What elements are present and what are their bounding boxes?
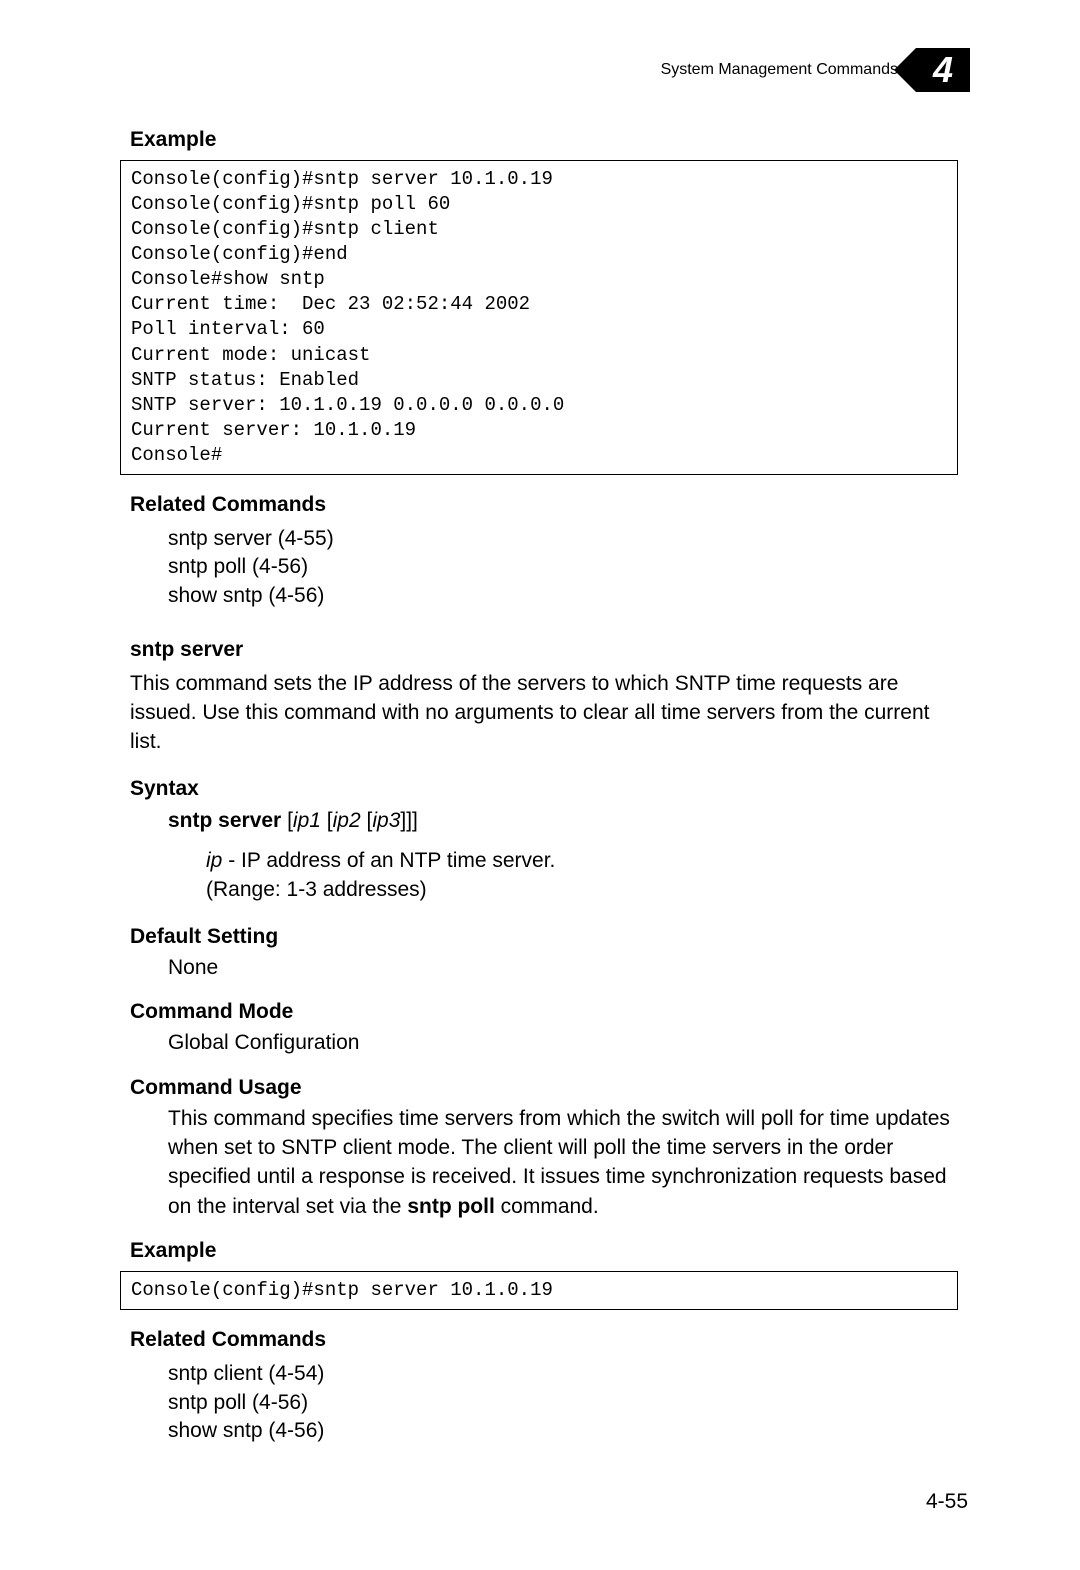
- related-list-2: sntp client (4-54) sntp poll (4-56) show…: [130, 1360, 958, 1445]
- page-content: Example Console(config)#sntp server 10.1…: [130, 128, 958, 1473]
- related-item: sntp server (4-55): [168, 525, 958, 553]
- chapter-badge: 4: [916, 48, 970, 92]
- syntax-arg: ip1: [293, 809, 321, 832]
- param-desc: - IP address of an NTP time server.: [222, 849, 555, 872]
- heading-related: Related Commands: [130, 493, 958, 517]
- usage-bold: sntp poll: [407, 1195, 495, 1218]
- heading-mode: Command Mode: [130, 1000, 958, 1024]
- default-section: Default Setting None: [130, 925, 958, 982]
- related-item: show sntp (4-56): [168, 582, 958, 610]
- heading-usage: Command Usage: [130, 1076, 958, 1100]
- codeblock-1: Console(config)#sntp server 10.1.0.19 Co…: [120, 160, 958, 475]
- param-block: ip - IP address of an NTP time server. (…: [130, 847, 958, 905]
- heading-example: Example: [130, 128, 958, 152]
- usage-section: Command Usage This command specifies tim…: [130, 1076, 958, 1222]
- related-item: sntp client (4-54): [168, 1360, 958, 1388]
- param-range: (Range: 1-3 addresses): [206, 878, 427, 901]
- syntax-section: Syntax sntp server [ip1 [ip2 [ip3]]] ip …: [130, 777, 958, 905]
- header-title: System Management Commands: [661, 61, 898, 79]
- mode-value: Global Configuration: [130, 1028, 958, 1057]
- heading-syntax: Syntax: [130, 777, 958, 801]
- page-header: System Management Commands 4: [661, 48, 970, 92]
- syntax-command: sntp server: [168, 809, 281, 832]
- syntax-line: sntp server [ip1 [ip2 [ip3]]]: [130, 809, 958, 833]
- related-item: sntp poll (4-56): [168, 1389, 958, 1417]
- syntax-arg: ip2: [333, 809, 361, 832]
- default-value: None: [130, 953, 958, 982]
- heading-example2: Example: [130, 1239, 958, 1263]
- syntax-arg: ip3: [372, 809, 400, 832]
- command-description: This command sets the IP address of the …: [130, 670, 958, 757]
- page-number: 4-55: [926, 1490, 968, 1514]
- heading-default: Default Setting: [130, 925, 958, 949]
- command-name: sntp server: [130, 638, 958, 662]
- usage-post: command.: [495, 1195, 599, 1218]
- chapter-number: 4: [933, 49, 953, 91]
- param-name: ip: [206, 849, 222, 872]
- codeblock-2: Console(config)#sntp server 10.1.0.19: [120, 1271, 958, 1310]
- heading-related2: Related Commands: [130, 1328, 958, 1352]
- related-item: sntp poll (4-56): [168, 553, 958, 581]
- syntax-bracket: ]]]: [400, 809, 418, 832]
- related-item: show sntp (4-56): [168, 1417, 958, 1445]
- usage-text: This command specifies time servers from…: [130, 1104, 958, 1222]
- mode-section: Command Mode Global Configuration: [130, 1000, 958, 1057]
- related-list-1: sntp server (4-55) sntp poll (4-56) show…: [130, 525, 958, 610]
